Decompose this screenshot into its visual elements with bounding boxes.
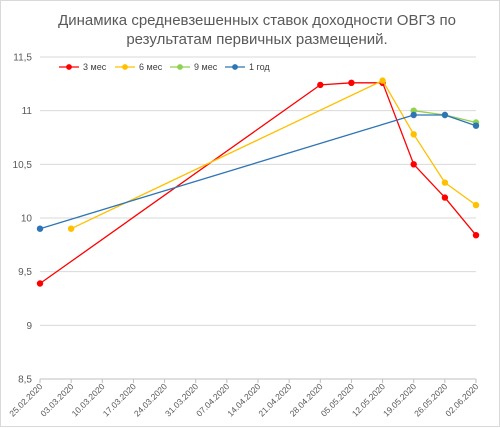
series-2-point	[67, 225, 75, 232]
y-tick-label: 11	[22, 106, 33, 117]
series-1-point	[472, 232, 480, 239]
series-2	[67, 77, 480, 232]
series-1-point	[410, 161, 417, 168]
legend-item-1: 3 мес	[59, 62, 107, 72]
y-tick-label: 9	[26, 321, 32, 332]
series-1-line	[39, 82, 477, 285]
legend-item-4: 1 год	[225, 62, 270, 72]
series-2-line	[70, 79, 477, 230]
chart-title-line-2: результатам первичных размещений.	[126, 31, 387, 48]
series-4-point	[472, 122, 480, 129]
x-tick-labels: 25.02.202003.03.202010.03.202017.03.2020…	[7, 381, 480, 418]
series-2-point	[441, 179, 449, 186]
series-2-point	[410, 131, 417, 138]
series-4-point	[441, 111, 449, 119]
series-4-point	[36, 225, 44, 232]
legend-item-3-label: 9 мес	[194, 62, 218, 72]
y-tick-labels: 8,5 9 9,5 10 10,5 11 11,5	[13, 53, 33, 386]
y-tick-label: 9,5	[18, 267, 32, 278]
series-4-point	[410, 111, 417, 119]
series-1-point	[348, 79, 355, 87]
series-4	[36, 111, 480, 232]
legend-item-4-label: 1 год	[249, 62, 270, 72]
series-2-point	[472, 201, 480, 209]
series-1-point	[317, 81, 324, 89]
y-tick-label: 10	[21, 214, 33, 225]
legend-item-3-marker	[177, 64, 183, 70]
gridlines	[40, 56, 476, 380]
legend-item-4-marker	[232, 64, 238, 70]
y-tick-label: 10,5	[13, 160, 33, 171]
legend-item-1-label: 3 мес	[83, 62, 107, 72]
series-1-point	[441, 194, 449, 201]
axes	[39, 378, 477, 383]
x-tick-label: 02.06.2020	[443, 381, 480, 418]
legend-item-2: 6 мес	[115, 62, 163, 72]
series-4-line	[39, 114, 477, 230]
series-1-point	[36, 280, 44, 287]
y-tick-label: 8,5	[18, 375, 32, 386]
series-2-point	[379, 77, 386, 84]
legend: 3 мес 6 мес 9 мес 1 год	[59, 62, 270, 72]
legend-item-3: 9 мес	[170, 62, 218, 72]
series-lines	[36, 77, 480, 287]
legend-item-1-marker	[66, 64, 72, 70]
chart-title-line-1: Динамика средневзешенных ставок доходнос…	[58, 12, 456, 29]
legend-item-2-label: 6 мес	[139, 62, 163, 72]
legend-item-2-marker	[122, 64, 128, 70]
y-tick-label: 11,5	[13, 53, 32, 64]
